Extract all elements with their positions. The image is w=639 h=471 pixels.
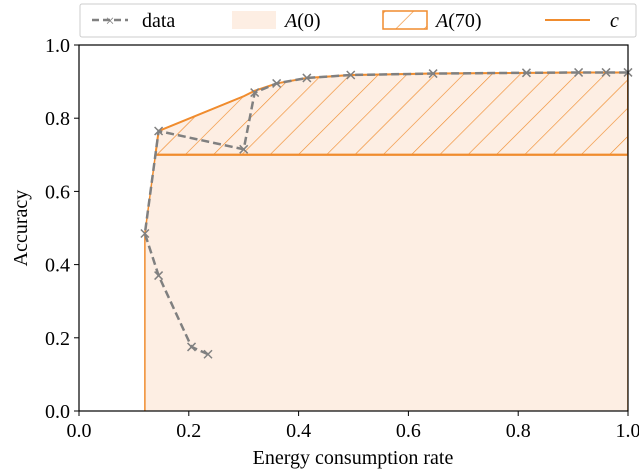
data-point-marker <box>250 88 260 98</box>
x-tick-label: 0.0 <box>67 420 92 442</box>
data-point-marker <box>302 73 312 83</box>
legend-frame <box>79 3 637 38</box>
data-point <box>302 73 312 83</box>
data-point-marker <box>574 67 584 77</box>
x-axis-title: Energy consumption rate <box>253 447 454 469</box>
data-point <box>187 342 197 352</box>
data-point-marker <box>140 228 150 239</box>
data-point <box>239 144 249 154</box>
legend-a0-swatch <box>232 11 276 29</box>
x-tick-label: 0.4 <box>286 420 311 442</box>
data-point <box>140 228 150 239</box>
y-tick-label: 0.4 <box>45 255 70 277</box>
data-point-marker <box>601 67 611 77</box>
x-tick-label: 0.8 <box>506 420 531 442</box>
data-point-marker <box>187 342 197 352</box>
y-axis-title: Accuracy <box>10 190 32 267</box>
data-point-marker <box>154 126 164 136</box>
data-point <box>250 88 260 98</box>
area-a0 <box>144 72 628 411</box>
y-tick-label: 0.0 <box>45 401 70 423</box>
x-tick-label: 0.6 <box>396 420 421 442</box>
data-point <box>154 126 164 136</box>
y-tick-label: 1.0 <box>45 35 70 57</box>
data-point-marker <box>203 349 213 359</box>
legend-a70-label: A(70) <box>434 10 482 32</box>
legend: × data A(0) A(70) c <box>79 3 637 38</box>
data-point-marker <box>521 68 531 78</box>
plot-frame <box>78 44 629 412</box>
x-tick-label: 0.2 <box>176 420 201 442</box>
data-point <box>203 349 213 359</box>
axes: 0.0 0.2 0.4 0.6 0.8 1.0 0.0 0.2 0.4 0.6 0.8 1.0 <box>45 35 639 442</box>
y-tick-label: 0.8 <box>45 108 70 130</box>
data-point <box>574 67 584 77</box>
legend-a0-label: A(0) <box>283 10 321 32</box>
data-point-marker <box>272 78 282 88</box>
y-tick-label: 0.2 <box>45 328 70 350</box>
data-point-marker <box>428 69 438 79</box>
x-tick-label: 1.0 <box>616 420 639 442</box>
y-tick-label: 0.6 <box>45 181 70 203</box>
legend-a70-swatch <box>382 10 428 30</box>
data-point <box>521 68 531 78</box>
data-point-marker <box>154 271 164 281</box>
data-point <box>154 271 164 281</box>
data-point <box>272 78 282 88</box>
data-point-marker <box>346 70 356 80</box>
data-point <box>428 69 438 79</box>
legend-data-marker: × <box>105 13 114 30</box>
plot-area <box>144 71 628 411</box>
data-point <box>346 70 356 80</box>
data-point-marker <box>239 144 249 154</box>
data-point <box>601 67 611 77</box>
area-a70 <box>154 71 628 156</box>
legend-data-label: data <box>142 10 175 32</box>
legend-c-label: c <box>610 10 619 32</box>
